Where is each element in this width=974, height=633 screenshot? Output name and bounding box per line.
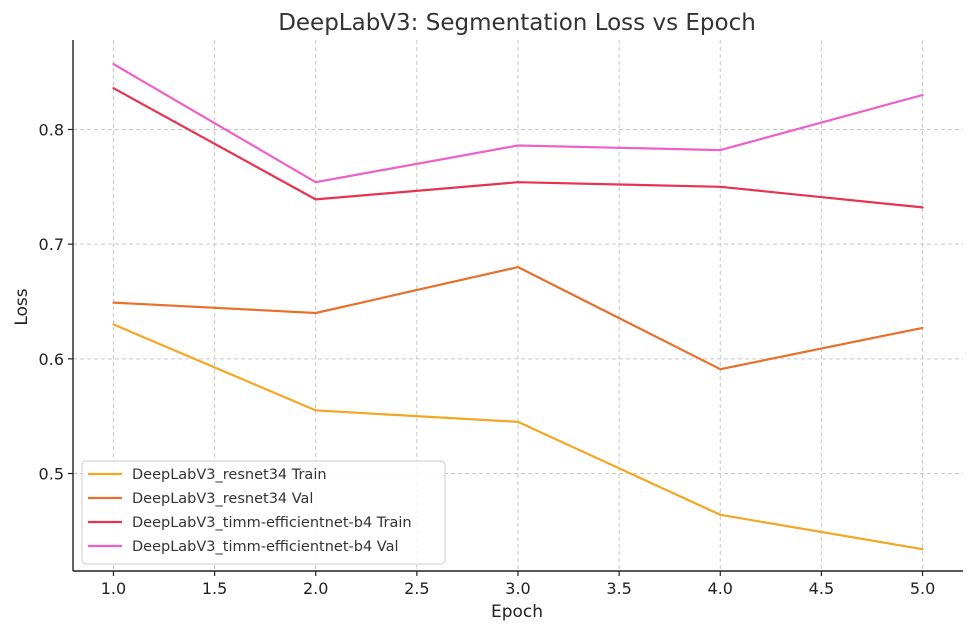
- y-tick-label: 0.7: [39, 235, 64, 254]
- x-tick-label: 4.0: [708, 579, 733, 598]
- legend-box: [81, 460, 446, 565]
- y-ticks: 0.5 0.6 0.7 0.8: [39, 120, 73, 484]
- legend-label-3: DeepLabV3_timm-efficientnet-b4 Train: [132, 515, 412, 531]
- x-ticks: 1.0 1.5 2.0 2.5 3.0 3.5 4.0 4.5 5.0: [101, 571, 935, 598]
- series-line-3: [112, 87, 924, 209]
- legend: DeepLabV3_resnet34 Train DeepLabV3_resnet…: [81, 460, 446, 565]
- x-tick-label: 2.5: [404, 579, 429, 598]
- x-tick-label: 3.5: [606, 579, 631, 598]
- y-axis-label: Loss: [12, 288, 32, 325]
- series-line-4: [112, 62, 924, 184]
- x-tick-label: 1.0: [101, 579, 126, 598]
- x-tick-label: 1.5: [202, 579, 227, 598]
- x-tick-label: 4.5: [809, 579, 834, 598]
- x-tick-label: 5.0: [910, 579, 935, 598]
- series-line-2: [112, 266, 924, 371]
- legend-label-4: DeepLabV3_timm-efficientnet-b4 Val: [132, 539, 398, 555]
- y-tick-label: 0.5: [39, 465, 64, 484]
- x-tick-label: 3.0: [505, 579, 530, 598]
- series-group: [112, 62, 924, 551]
- legend-label-1: DeepLabV3_resnet34 Train: [132, 467, 327, 483]
- chart-title: DeepLabV3: Segmentation Loss vs Epoch: [278, 10, 756, 36]
- x-axis-label: Epoch: [491, 602, 543, 622]
- x-tick-label: 2.0: [303, 579, 328, 598]
- y-tick-label: 0.8: [39, 120, 64, 139]
- legend-label-2: DeepLabV3_resnet34 Val: [132, 491, 313, 507]
- y-tick-label: 0.6: [39, 350, 64, 369]
- series-line-1: [112, 323, 924, 551]
